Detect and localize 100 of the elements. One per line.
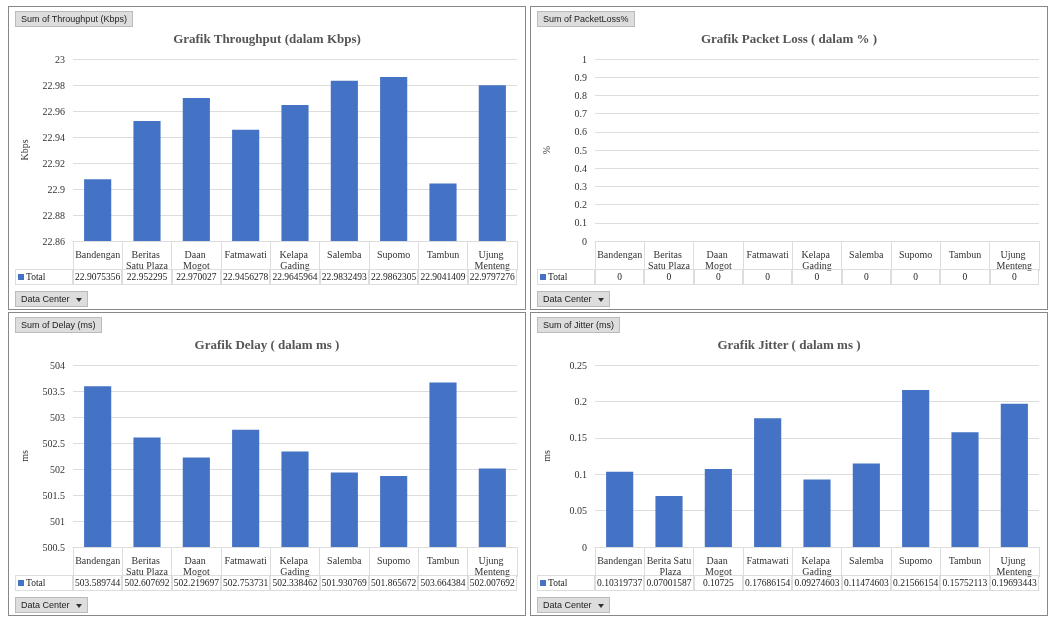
chart-title: Grafik Jitter ( dalam ms ) <box>717 337 861 352</box>
y-tick-label: 503.5 <box>42 385 65 397</box>
bar <box>704 468 732 547</box>
data-label: 22.9862305 <box>368 269 419 285</box>
x-tick-label: Ujung Menteng <box>474 555 511 577</box>
x-tick-label: Kelapa Gading <box>279 249 311 271</box>
y-axis-title: Kbps <box>18 139 30 161</box>
data-label: 503.589744 <box>73 575 123 591</box>
x-tick-label: Fatmawati <box>224 249 267 260</box>
data-label: 0.21566154 <box>890 575 941 591</box>
y-tick-label: 500.5 <box>42 541 65 553</box>
x-tick-label: Supomo <box>898 555 933 566</box>
y-tick-label: 503 <box>50 411 65 423</box>
y-tick-label: 0.1 <box>574 468 587 480</box>
x-tick-label: Supomo <box>376 249 411 260</box>
data-label: 0 <box>666 272 672 282</box>
y-tick-label: 22.96 <box>42 105 65 117</box>
data-label: 0.07001587 <box>646 578 692 588</box>
data-label: 0.17686154 <box>742 575 793 591</box>
bar <box>951 432 979 547</box>
data-label: 0.19693443 <box>991 578 1037 588</box>
data-label: 22.952295 <box>126 272 168 282</box>
text: Data Center <box>543 600 592 610</box>
x-tick-label: Bandengan <box>597 555 643 566</box>
y-tick-label: 0 <box>582 541 587 553</box>
y-tick-label: 504 <box>50 359 65 371</box>
y-tick-label: 23 <box>55 53 65 65</box>
x-tick-label: Tambun <box>426 249 460 260</box>
x-tick-label: Bandengan <box>75 249 121 260</box>
y-tick-label: 0.05 <box>569 505 587 517</box>
legend-label: Total <box>537 269 595 285</box>
data-label: 0 <box>715 272 721 282</box>
y-axis-title: % <box>540 145 552 155</box>
y-tick-label: 1 <box>582 53 587 65</box>
x-tick-label: Tambun <box>948 249 982 260</box>
data-label: 22.9832493 <box>319 269 369 285</box>
y-tick-label: 0.4 <box>574 162 587 174</box>
bar <box>606 471 634 547</box>
y-tick-label: 0.2 <box>574 395 587 407</box>
y-tick-label: 22.98 <box>42 79 65 91</box>
legend-label: Total <box>15 575 73 591</box>
bar <box>803 479 831 547</box>
data-label: 0.11474603 <box>841 575 891 591</box>
y-tick-label: 0.5 <box>574 144 587 156</box>
x-tick-label: Kelapa Gading <box>279 555 311 577</box>
y-tick-label: 0 <box>582 235 587 247</box>
x-tick-label: Supomo <box>898 249 933 260</box>
y-tick-label: 22.86 <box>42 235 65 247</box>
y-tick-label: 501 <box>50 515 65 527</box>
text: Sum of Jitter (ms) <box>537 317 621 333</box>
x-tick-label: Beritas Satu Plaza <box>648 249 691 271</box>
data-label: 22.9075356 <box>73 269 123 285</box>
x-tick-label: Kelapa Gading <box>801 555 833 577</box>
text: Data Center <box>21 294 70 304</box>
data-label: 0 <box>1011 272 1017 282</box>
x-tick-label: Ujung Menteng <box>474 249 511 271</box>
data-label: 502.338462 <box>272 578 318 588</box>
x-tick-label: Beritas Satu Plaza <box>126 249 169 271</box>
bar <box>754 418 782 547</box>
bar <box>852 463 880 547</box>
text: Sum of Throughput (Kbps) <box>15 11 133 27</box>
data-label: 0 <box>742 269 793 285</box>
data-label: 502.753731 <box>220 575 271 591</box>
y-axis-title: ms <box>540 450 552 462</box>
data-label: 501.930769 <box>319 575 369 591</box>
x-tick-label: Salemba <box>327 249 363 260</box>
y-axis-title: ms <box>18 450 30 462</box>
data-label: 0.10319737 <box>595 575 645 591</box>
data-label: 502.607692 <box>124 578 170 588</box>
x-tick-label: Salemba <box>849 555 885 566</box>
chart-title: Grafik Packet Loss ( dalam % ) <box>700 31 878 46</box>
x-tick-label: Ujung Menteng <box>996 249 1033 271</box>
data-label: 0 <box>890 269 941 285</box>
x-tick-label: Tambun <box>948 555 982 566</box>
text: Data Center <box>21 600 70 610</box>
x-tick-label: Bandengan <box>75 555 121 566</box>
data-label: 22.9797276 <box>469 272 515 282</box>
legend-label: Total <box>15 269 73 285</box>
data-label: 22.970027 <box>176 272 217 282</box>
x-tick-label: Kelapa Gading <box>801 249 833 271</box>
y-tick-label: 0.25 <box>569 359 587 371</box>
y-tick-label: 502.5 <box>42 437 65 449</box>
y-tick-label: 22.92 <box>42 157 65 169</box>
y-tick-label: 22.9 <box>47 183 65 195</box>
text: Sum of PacketLoss% <box>537 11 635 27</box>
y-tick-label: 0.7 <box>574 108 587 120</box>
data-label: 502.219697 <box>173 578 219 588</box>
y-tick-label: 0.8 <box>574 89 587 101</box>
y-tick-label: 502 <box>50 463 65 475</box>
x-tick-label: Daan Mogot <box>183 249 210 271</box>
x-tick-label: Daan Mogot <box>705 249 732 271</box>
data-label: 0 <box>940 269 990 285</box>
x-tick-label: Berita Satu Plaza <box>646 555 692 577</box>
x-tick-label: Daan Mogot <box>183 555 210 577</box>
data-label: 0 <box>841 269 891 285</box>
y-tick-label: 0.9 <box>574 71 587 83</box>
data-label: 0 <box>595 269 645 285</box>
data-label: 0.15752113 <box>940 575 990 591</box>
bar <box>902 390 930 547</box>
y-tick-label: 0.15 <box>569 432 587 444</box>
